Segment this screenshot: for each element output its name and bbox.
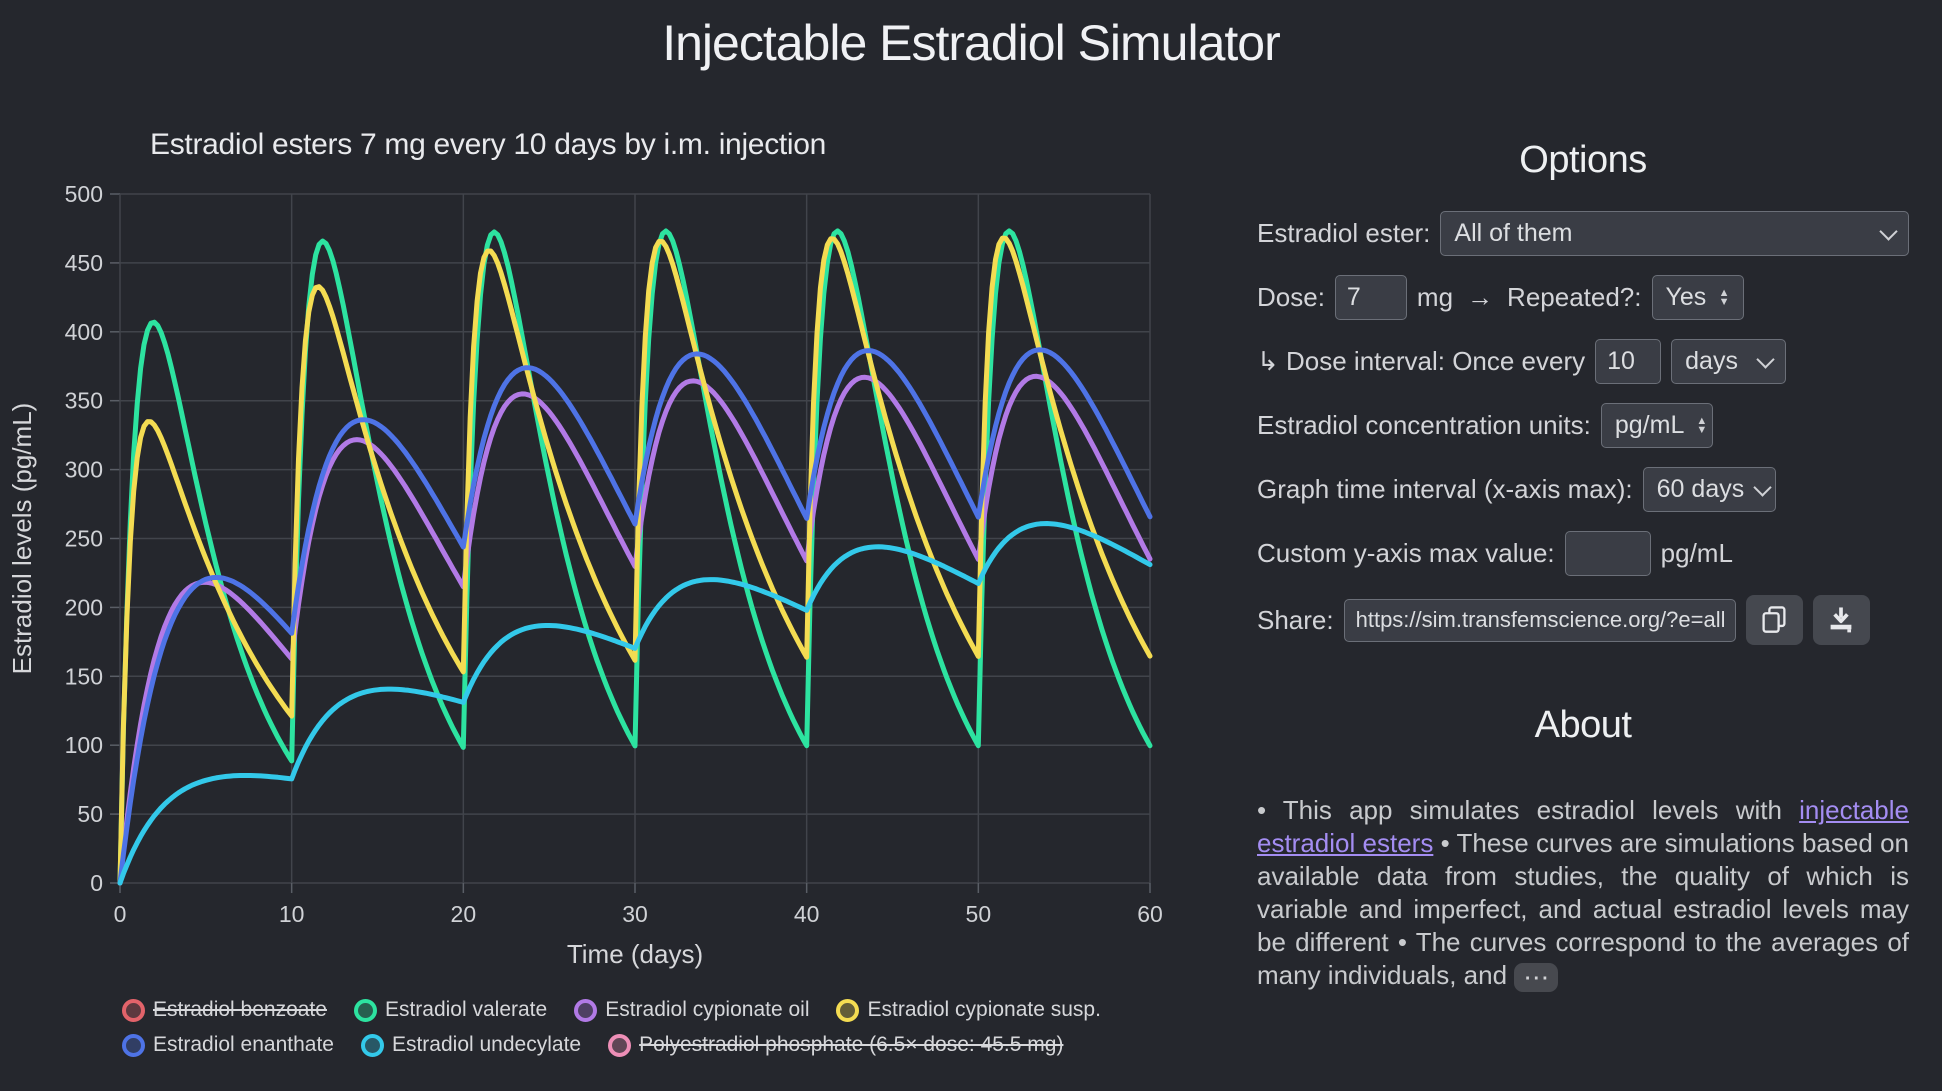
about-text-before-link: • This app simulates estradiol levels wi… bbox=[1257, 795, 1800, 825]
legend-marker-icon bbox=[360, 1033, 384, 1057]
svg-text:450: 450 bbox=[65, 250, 103, 276]
svg-text:Time (days): Time (days) bbox=[567, 939, 703, 969]
chart-title: Estradiol esters 7 mg every 10 days by i… bbox=[150, 128, 827, 161]
up-down-arrows-icon: ▲ ▼ bbox=[1696, 414, 1708, 436]
about-text-after-link: • These curves are simulations based on … bbox=[1257, 828, 1909, 990]
legend-item[interactable]: Estradiol valerate bbox=[353, 998, 548, 1022]
graph-interval-select[interactable]: 60 days bbox=[1642, 467, 1776, 512]
interval-unit-select[interactable]: days bbox=[1671, 339, 1787, 384]
dose-input[interactable] bbox=[1334, 275, 1407, 320]
chart-block: Estradiol esters 7 mg every 10 days by i… bbox=[7, 128, 1163, 1057]
repeated-label: Repeated?: bbox=[1507, 282, 1642, 312]
graph-interval-label: Graph time interval (x-axis max): bbox=[1257, 474, 1633, 504]
options-heading: Options bbox=[1519, 139, 1647, 181]
share-label: Share: bbox=[1257, 604, 1334, 635]
svg-text:60: 60 bbox=[1137, 901, 1163, 927]
svg-text:400: 400 bbox=[65, 319, 103, 345]
about-expand-button[interactable]: ⋯ bbox=[1514, 962, 1559, 992]
chevron-down-icon bbox=[1753, 477, 1772, 497]
injectable-esters-link[interactable]: injectable estradiol esters bbox=[1257, 795, 1909, 858]
units-select[interactable]: pg/mL ▲ ▼ bbox=[1600, 403, 1713, 448]
legend-item[interactable]: Polyestradiol phosphate (6.5× dose: 45.5… bbox=[608, 1033, 1063, 1057]
dose-row: Dose: mg → Repeated?: Yes ▲▼ bbox=[1257, 275, 1909, 320]
legend-label: Estradiol enanthate bbox=[153, 1033, 334, 1056]
dose-interval-input[interactable] bbox=[1595, 339, 1662, 384]
legend-label: Estradiol cypionate susp. bbox=[867, 998, 1101, 1021]
legend-marker-icon bbox=[836, 998, 860, 1022]
svg-text:50: 50 bbox=[966, 901, 992, 927]
svg-text:150: 150 bbox=[65, 663, 103, 689]
svg-text:40: 40 bbox=[794, 901, 820, 927]
dose-interval-label: ↳ Dose interval: Once every bbox=[1257, 346, 1586, 376]
about-heading: About bbox=[1534, 704, 1632, 746]
svg-text:500: 500 bbox=[65, 181, 103, 207]
svg-text:10: 10 bbox=[279, 901, 305, 927]
legend-item[interactable]: Estradiol benzoate bbox=[122, 998, 327, 1022]
legend-label: Estradiol cypionate oil bbox=[605, 998, 810, 1021]
legend-item[interactable]: Estradiol cypionate oil bbox=[574, 998, 809, 1022]
legend-item[interactable]: Estradiol undecylate bbox=[360, 1033, 582, 1057]
svg-text:0: 0 bbox=[90, 870, 103, 896]
copy-icon bbox=[1759, 604, 1789, 637]
about-text: • This app simulates estradiol levels wi… bbox=[1257, 794, 1909, 992]
legend-row: Estradiol benzoate Estradiol valerate Estr… bbox=[122, 998, 1101, 1022]
download-icon bbox=[1826, 604, 1856, 637]
svg-text:30: 30 bbox=[622, 901, 648, 927]
download-image-button[interactable] bbox=[1812, 595, 1870, 645]
svg-text:350: 350 bbox=[65, 388, 103, 414]
share-url-input[interactable] bbox=[1343, 598, 1736, 642]
legend-marker-icon bbox=[353, 998, 377, 1022]
interval-unit-value: days bbox=[1685, 347, 1738, 375]
ester-select[interactable]: All of them bbox=[1440, 211, 1909, 256]
ester-label: Estradiol ester: bbox=[1257, 218, 1431, 248]
legend-marker-icon bbox=[574, 998, 598, 1022]
ester-row: Estradiol ester: All of them bbox=[1257, 211, 1909, 256]
dose-label: Dose: bbox=[1257, 282, 1325, 312]
units-select-value: pg/mL bbox=[1614, 411, 1685, 439]
svg-text:Estradiol levels (pg/mL): Estradiol levels (pg/mL) bbox=[7, 403, 37, 675]
svg-text:250: 250 bbox=[65, 526, 103, 552]
legend-item[interactable]: Estradiol enanthate bbox=[122, 1033, 334, 1057]
legend-label: Estradiol valerate bbox=[384, 998, 548, 1021]
units-row: Estradiol concentration units: pg/mL ▲ ▼ bbox=[1257, 403, 1909, 448]
svg-text:0: 0 bbox=[114, 901, 127, 927]
ymax-row: Custom y-axis max value: pg/mL bbox=[1257, 531, 1909, 576]
legend-label: Estradiol undecylate bbox=[391, 1033, 582, 1056]
legend-item[interactable]: Estradiol cypionate susp. bbox=[836, 998, 1101, 1022]
svg-text:200: 200 bbox=[65, 594, 103, 620]
arrow-right-icon: → bbox=[1467, 282, 1494, 312]
estradiol-levels-chart: 0 50 100 150 200 250 300 350 400 450 500 0 10 20 30 40 5… bbox=[7, 181, 1163, 969]
legend-label: Polyestradiol phosphate (6.5× dose: 45.5… bbox=[639, 1033, 1064, 1056]
legend-marker-icon bbox=[608, 1033, 632, 1057]
legend-row: Estradiol enanthate Estradiol undecylate P… bbox=[122, 1033, 1101, 1057]
options-panel: Options Estradiol ester: All of them Dos… bbox=[1257, 137, 1909, 664]
dose-unit-label: mg bbox=[1416, 282, 1454, 312]
chart-legend: Estradiol benzoate Estradiol valerate Estr… bbox=[122, 998, 1101, 1057]
chevron-down-icon bbox=[1756, 349, 1775, 369]
graph-interval-value: 60 days bbox=[1656, 475, 1745, 503]
dose-interval-row: ↳ Dose interval: Once every days bbox=[1257, 339, 1909, 384]
legend-marker-icon bbox=[122, 998, 145, 1022]
ymax-label: Custom y-axis max value: bbox=[1257, 538, 1555, 568]
legend-marker-icon bbox=[122, 1033, 145, 1057]
ester-select-value: All of them bbox=[1454, 219, 1573, 247]
legend-label: Estradiol benzoate bbox=[153, 998, 327, 1021]
about-panel: About • This app simulates estradiol lev… bbox=[1257, 702, 1909, 992]
page-title: Injectable Estradiol Simulator bbox=[662, 15, 1281, 71]
ymax-input[interactable] bbox=[1564, 531, 1651, 576]
graph-interval-row: Graph time interval (x-axis max): 60 day… bbox=[1257, 467, 1909, 512]
repeated-select-value: Yes bbox=[1665, 283, 1707, 311]
svg-text:50: 50 bbox=[77, 801, 103, 827]
svg-text:100: 100 bbox=[65, 732, 103, 758]
svg-text:20: 20 bbox=[451, 901, 477, 927]
ymax-unit-label: pg/mL bbox=[1660, 538, 1733, 568]
svg-text:300: 300 bbox=[65, 457, 103, 483]
repeated-select[interactable]: Yes ▲ ▼ bbox=[1651, 275, 1744, 320]
copy-share-link-button[interactable] bbox=[1745, 595, 1803, 645]
chevron-down-icon bbox=[1879, 221, 1898, 241]
up-down-arrows-icon: ▲ ▼ bbox=[1718, 286, 1730, 308]
units-label: Estradiol concentration units: bbox=[1257, 410, 1591, 440]
share-row: Share: bbox=[1257, 595, 1909, 645]
